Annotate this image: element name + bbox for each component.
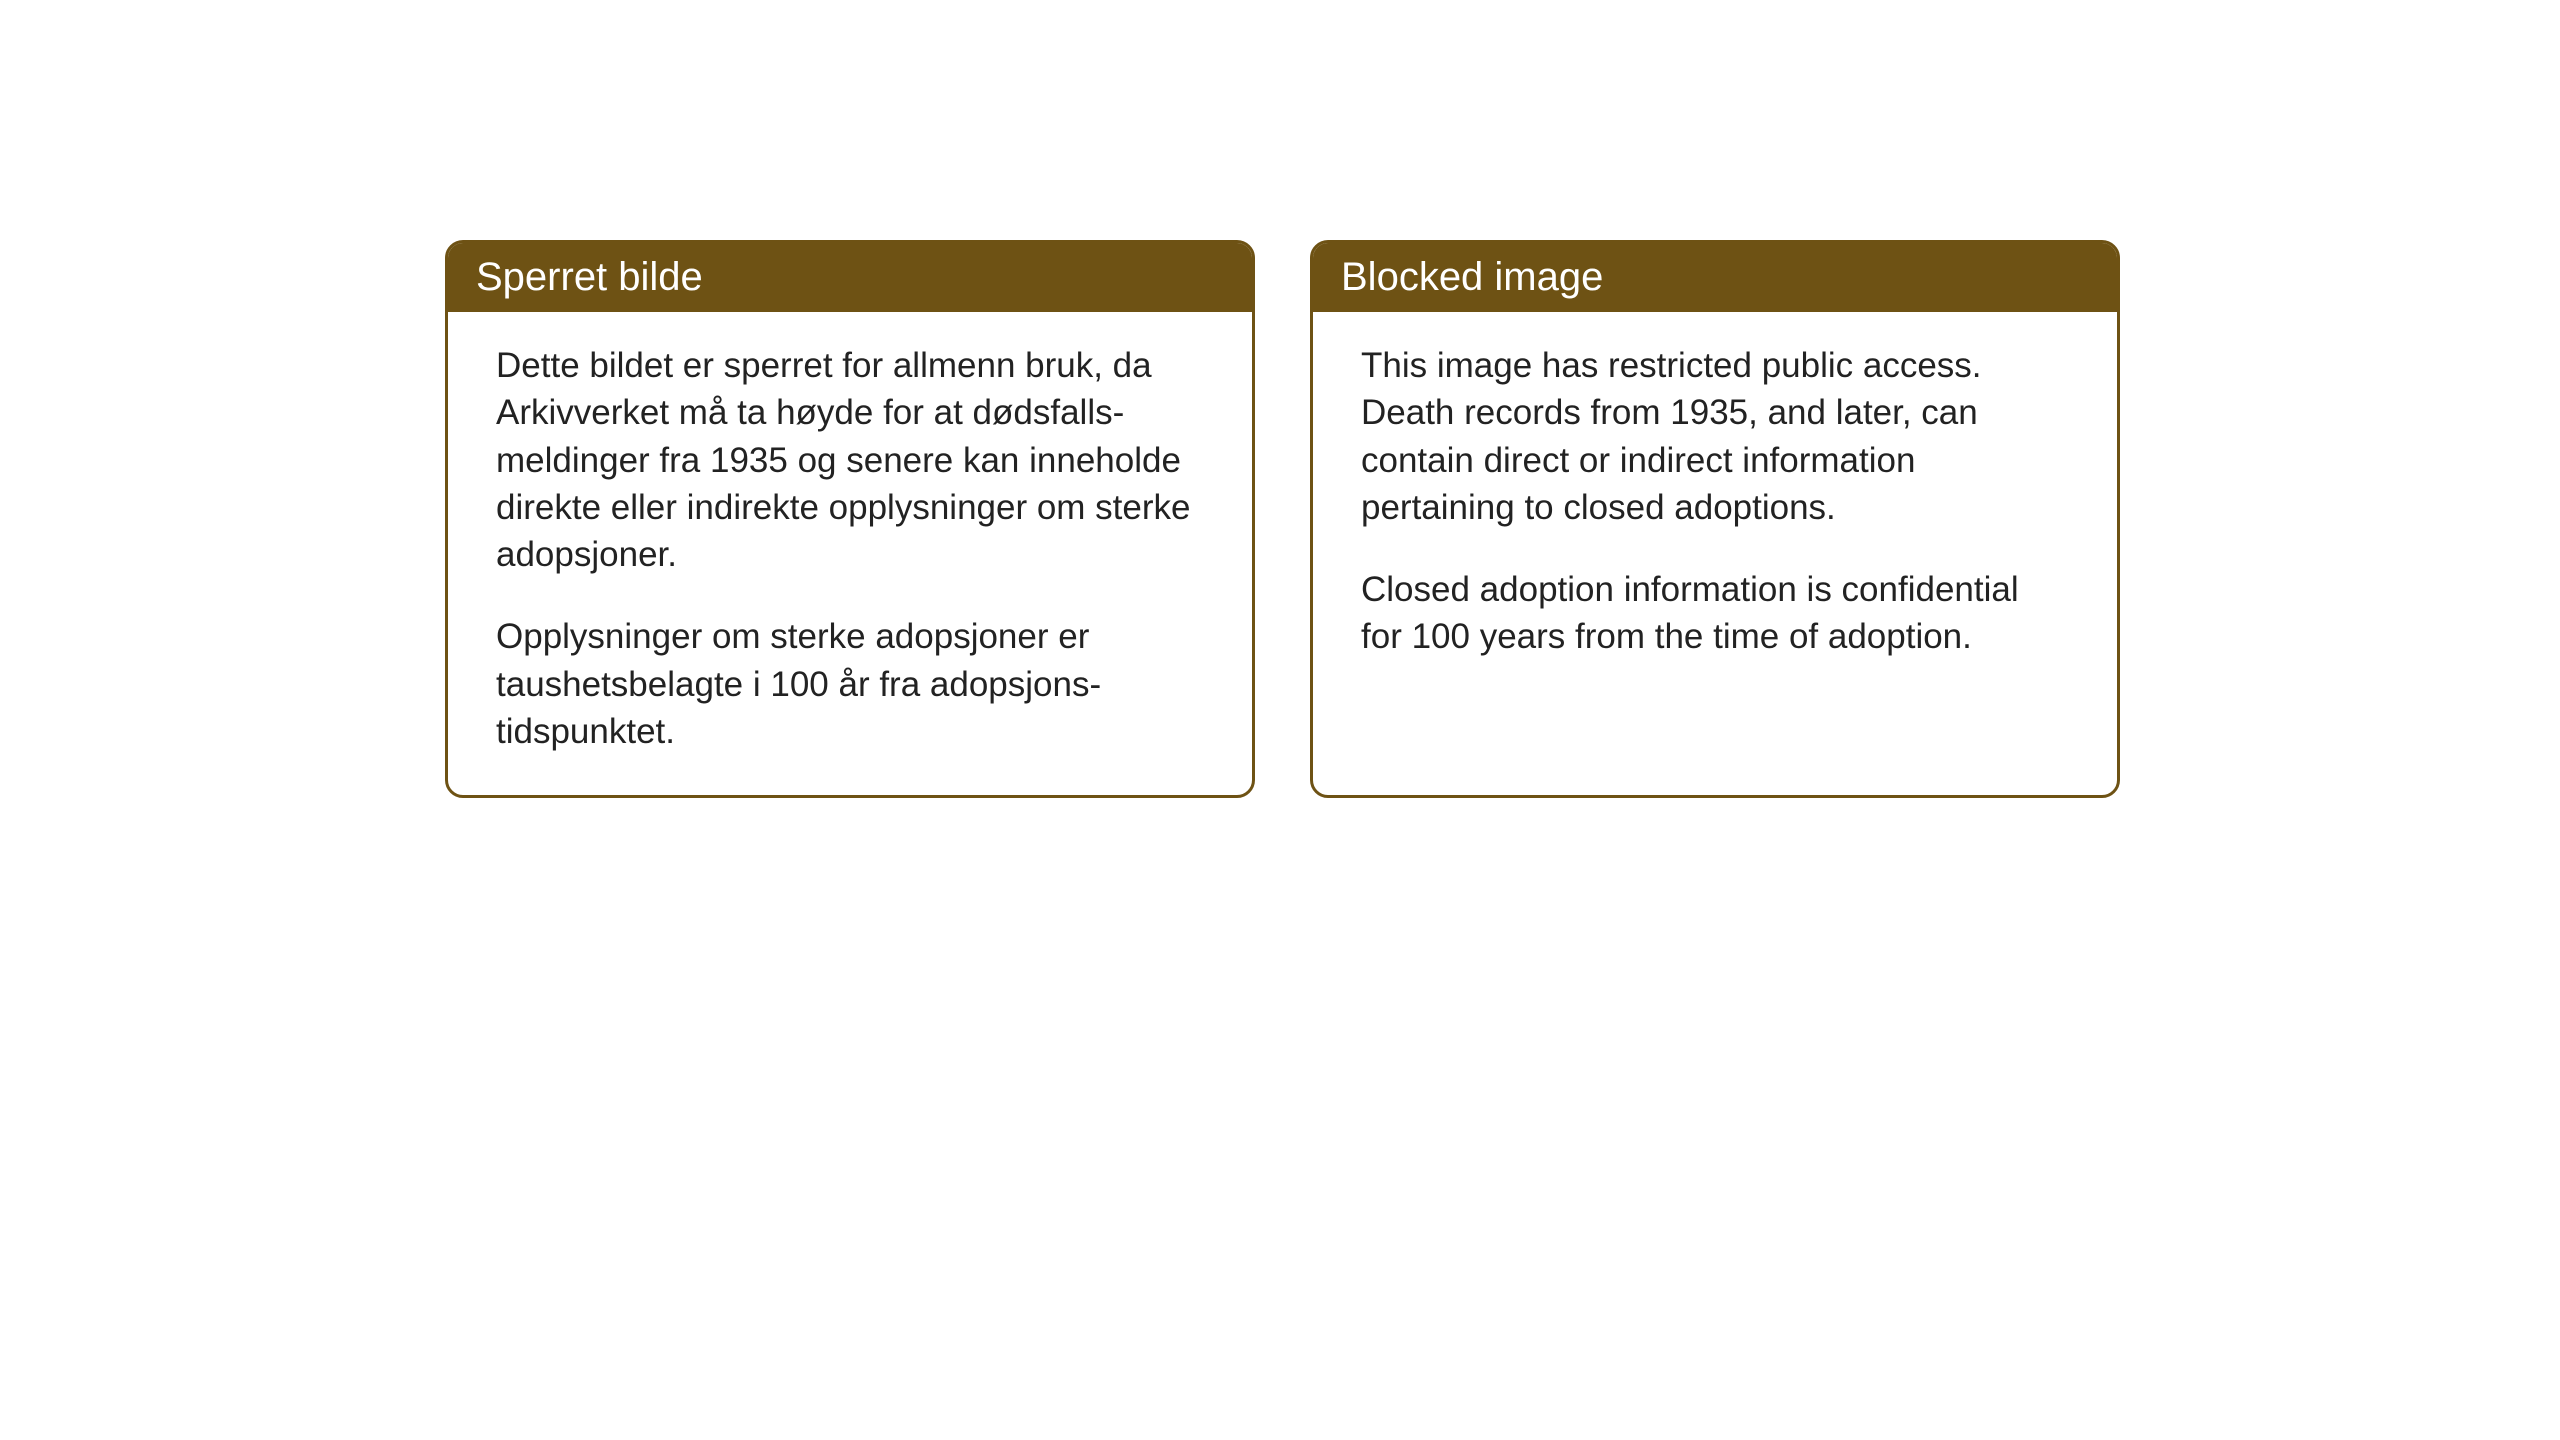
card-header-norwegian: Sperret bilde [448,243,1252,312]
card-body-english: This image has restricted public access.… [1313,312,2117,701]
paragraph-text: Opplysninger om sterke adopsjoner er tau… [496,613,1204,755]
notice-card-norwegian: Sperret bilde Dette bildet er sperret fo… [445,240,1255,798]
notice-card-english: Blocked image This image has restricted … [1310,240,2120,798]
notice-container: Sperret bilde Dette bildet er sperret fo… [445,240,2120,798]
paragraph-text: Dette bildet er sperret for allmenn bruk… [496,342,1204,578]
card-body-norwegian: Dette bildet er sperret for allmenn bruk… [448,312,1252,795]
card-header-english: Blocked image [1313,243,2117,312]
paragraph-text: This image has restricted public access.… [1361,342,2069,531]
paragraph-text: Closed adoption information is confident… [1361,566,2069,661]
